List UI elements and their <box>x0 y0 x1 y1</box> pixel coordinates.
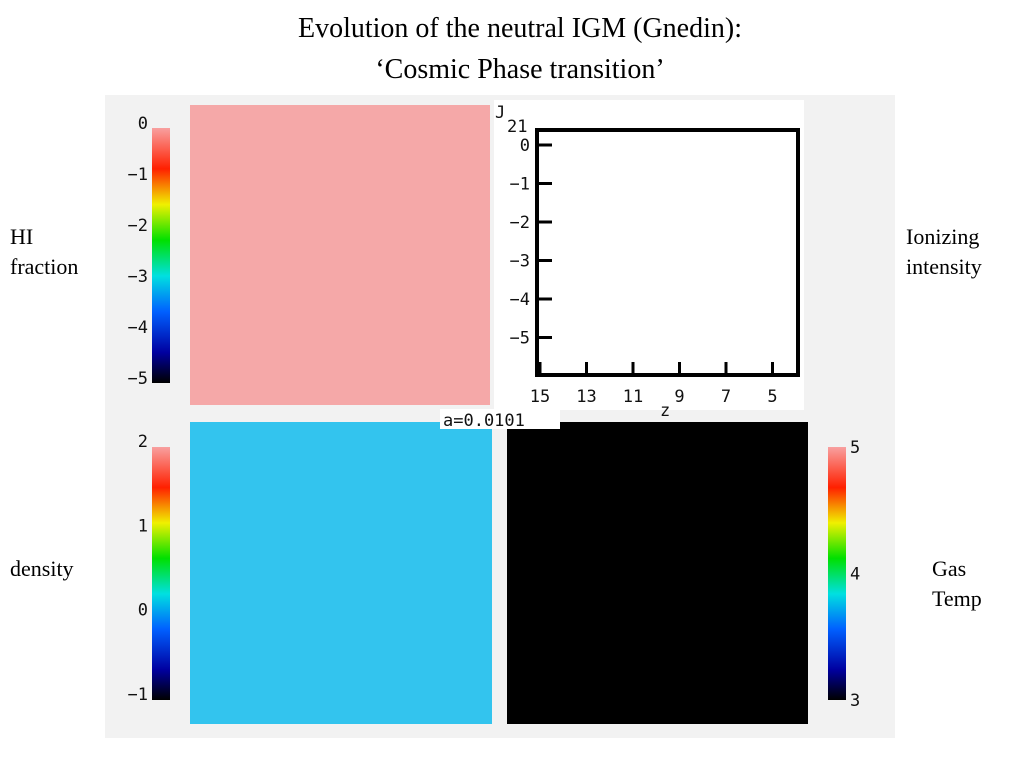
density-map <box>190 422 492 724</box>
title-line: ‘Cosmic Phase transition’ <box>375 54 664 85</box>
y-tick-label: 0 <box>520 136 530 156</box>
x-tick-label: 11 <box>623 387 643 407</box>
colorbar-tick-label: 0 <box>138 601 148 621</box>
side-label: Temp <box>932 586 982 611</box>
j21-ylabel-sub: 21 <box>507 117 527 137</box>
scale-factor-bg <box>440 409 560 429</box>
j21-ylabel: J <box>495 103 505 123</box>
colorbar-tick-label: 5 <box>850 438 860 458</box>
side-label: fraction <box>10 254 78 279</box>
colorbar-tick-label: −1 <box>128 685 148 705</box>
colorbar-tick-label: −1 <box>128 165 148 185</box>
x-tick-label: 13 <box>576 387 596 407</box>
j21-xlabel: z <box>660 401 670 421</box>
title-line: Evolution of the neutral IGM (Gnedin): <box>298 13 742 44</box>
colorbar-tick-label: −5 <box>128 369 148 389</box>
colorbar-tick-label: −4 <box>128 318 148 338</box>
colorbar <box>828 447 846 700</box>
colorbar-tick-label: −2 <box>128 216 148 236</box>
y-tick-label: −2 <box>510 213 530 233</box>
colorbar-tick-label: 2 <box>138 432 148 452</box>
side-label: Gas <box>932 556 966 581</box>
colorbar-tick-label: 3 <box>850 691 860 711</box>
colorbar <box>152 128 170 383</box>
hi-fraction-map <box>190 105 490 405</box>
x-tick-label: 15 <box>530 387 550 407</box>
x-tick-label: 7 <box>721 387 731 407</box>
y-tick-label: −5 <box>510 329 530 349</box>
y-tick-label: −4 <box>510 290 530 310</box>
temperature-map <box>507 422 808 724</box>
j21-plot-frame <box>535 128 800 377</box>
colorbar-tick-label: 1 <box>138 516 148 536</box>
side-label: HI <box>10 224 33 249</box>
colorbar-tick-label: 4 <box>850 565 860 585</box>
colorbar <box>152 447 170 700</box>
colorbar-tick-label: −3 <box>128 267 148 287</box>
side-label: density <box>10 556 74 581</box>
side-label: intensity <box>906 254 982 279</box>
y-tick-label: −1 <box>510 175 530 195</box>
scale-factor: a=0.0101 <box>443 411 525 431</box>
side-label: Ionizing <box>906 224 979 249</box>
x-tick-label: 5 <box>767 387 777 407</box>
colorbar-tick-label: 0 <box>138 114 148 134</box>
x-tick-label: 9 <box>674 387 684 407</box>
y-tick-label: −3 <box>510 252 530 272</box>
